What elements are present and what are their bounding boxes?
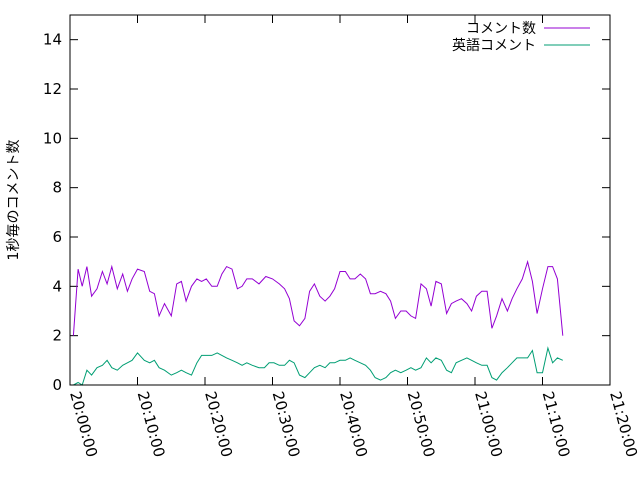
- y-tick-label: 4: [52, 277, 62, 295]
- series-layer: [72, 259, 564, 386]
- series-line-0: [72, 259, 564, 336]
- plot-frame: [69, 14, 611, 386]
- series-line-1: [73, 346, 564, 386]
- y-axis: 0 2 4 6 8 10 12 14: [43, 31, 610, 394]
- y-tick-label: 0: [52, 376, 62, 394]
- legend-label-1: 英語コメント: [452, 37, 536, 54]
- y-tick-label: 8: [52, 179, 62, 197]
- y-tick-label: 6: [52, 228, 62, 246]
- y-tick-label: 2: [52, 327, 62, 345]
- y-tick-label: 12: [43, 80, 62, 98]
- y-tick-label: 10: [43, 129, 62, 147]
- y-axis-label: 1秒毎のコメント数: [6, 140, 22, 261]
- y-tick-label: 14: [43, 31, 62, 49]
- legend-label-0: コメント数: [466, 21, 536, 37]
